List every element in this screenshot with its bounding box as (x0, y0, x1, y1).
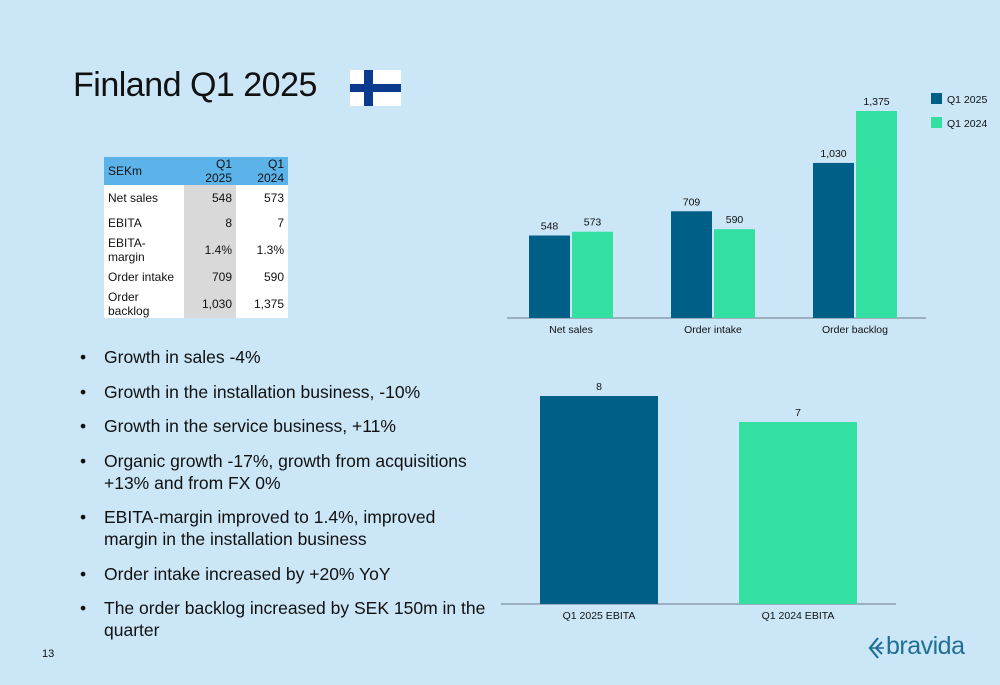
legend-label: Q1 2024 (947, 118, 988, 130)
table-cell: Order backlog (104, 289, 184, 318)
table-cell: 709 (184, 264, 236, 290)
legend-label: Q1 2025 (947, 94, 988, 106)
data-label: 709 (683, 196, 701, 208)
x-tick-label: Q1 2024 EBITA (762, 610, 835, 622)
bullet-item: Growth in the installation business, -10… (78, 381, 488, 403)
bar-q1-2025 (529, 235, 570, 318)
logo-text: bravida (886, 632, 965, 660)
x-tick-label: Order backlog (822, 324, 888, 336)
bar-q1-2024 (572, 231, 613, 318)
bullet-item: Growth in the service business, +11% (78, 415, 488, 437)
data-label: 573 (584, 217, 602, 229)
table-cell: EBITA-margin (104, 236, 184, 264)
legend-swatch (931, 117, 942, 128)
table-cell: Order intake (104, 264, 184, 290)
table-cell: 8 (184, 210, 236, 236)
data-label: 7 (795, 407, 801, 419)
table-cell: 1.4% (184, 236, 236, 264)
legend-swatch (931, 93, 942, 104)
table-row: Order intake 709 590 (104, 264, 288, 290)
bullet-item: Order intake increased by +20% YoY (78, 563, 488, 585)
x-tick-label: Q1 2025 EBITA (563, 610, 636, 622)
table-cell: 1,375 (236, 289, 288, 318)
bar-q1-2025 (671, 211, 712, 318)
table-cell: EBITA (104, 210, 184, 236)
table-header: SEKm (104, 157, 184, 185)
table-header-row: SEKm Q1 2025 Q1 2024 (104, 157, 288, 185)
table-cell: 573 (236, 185, 288, 211)
finland-flag-icon (350, 70, 401, 106)
data-label: 1,030 (820, 148, 846, 160)
table-row: Order backlog 1,030 1,375 (104, 289, 288, 318)
x-tick-label: Net sales (549, 324, 593, 336)
legend-item-q1-2024: Q1 2024 (931, 117, 987, 130)
bar-q1-2024 (714, 229, 755, 318)
data-label: 1,375 (863, 96, 889, 108)
table-header: Q1 2024 (236, 157, 288, 185)
kpi-table: SEKm Q1 2025 Q1 2024 Net sales 548 573 E… (104, 157, 288, 318)
bullet-item: The order backlog increased by SEK 150m … (78, 597, 488, 641)
page-title: Finland Q1 2025 (73, 66, 317, 104)
bar-q1-2025 (813, 162, 854, 318)
bullet-item: EBITA-margin improved to 1.4%, improved … (78, 506, 488, 550)
legend-item-q1-2025: Q1 2025 (931, 93, 987, 106)
table-cell: 590 (236, 264, 288, 290)
table-cell: 1.3% (236, 236, 288, 264)
bar-q1-2024 (856, 111, 897, 318)
x-tick-label: Order intake (684, 324, 742, 336)
table-cell: Net sales (104, 185, 184, 211)
table-header: Q1 2025 (184, 157, 236, 185)
bullet-list: Growth in sales -4% Growth in the instal… (78, 346, 488, 654)
data-label: 590 (726, 214, 744, 226)
data-label: 548 (541, 221, 559, 233)
table-row: Net sales 548 573 (104, 185, 288, 211)
bravida-logo-icon (868, 637, 884, 659)
data-label: 8 (596, 381, 602, 393)
table-cell: 548 (184, 185, 236, 211)
bullet-item: Organic growth -17%, growth from acquisi… (78, 450, 488, 494)
table-cell: 1,030 (184, 289, 236, 318)
bullet-item: Growth in sales -4% (78, 346, 488, 368)
page-number: 13 (42, 648, 55, 660)
table-row: EBITA 8 7 (104, 210, 288, 236)
table-cell: 7 (236, 210, 288, 236)
bar-ebita (540, 396, 658, 604)
table-row: EBITA-margin 1.4% 1.3% (104, 236, 288, 264)
bar-ebita (739, 422, 857, 604)
